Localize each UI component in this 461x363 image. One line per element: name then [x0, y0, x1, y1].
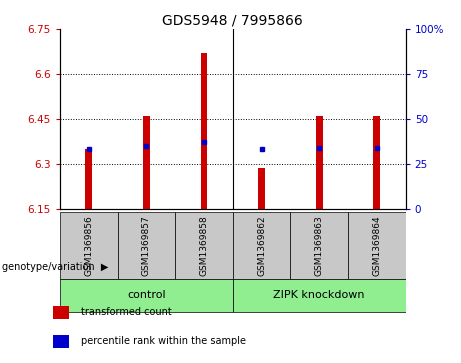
Text: GSM1369862: GSM1369862 [257, 215, 266, 276]
Bar [348, 212, 406, 279]
Bar [233, 212, 290, 279]
Bar [60, 212, 118, 279]
Bar [233, 279, 406, 311]
Bar [118, 212, 175, 279]
Bar [143, 116, 150, 209]
Bar [60, 279, 233, 311]
Text: ZIPK knockdown: ZIPK knockdown [273, 290, 365, 301]
Text: genotype/variation  ▶: genotype/variation ▶ [2, 262, 109, 272]
Text: GSM1369858: GSM1369858 [200, 215, 208, 276]
Text: control: control [127, 290, 165, 301]
Bar [201, 53, 207, 209]
Text: GSM1369864: GSM1369864 [372, 215, 381, 276]
Bar [290, 212, 348, 279]
Text: GSM1369857: GSM1369857 [142, 215, 151, 276]
Text: percentile rank within the sample: percentile rank within the sample [81, 336, 246, 346]
Bar [373, 116, 380, 209]
Bar [258, 168, 265, 209]
Title: GDS5948 / 7995866: GDS5948 / 7995866 [162, 14, 303, 28]
Bar [316, 116, 323, 209]
Bar [85, 149, 92, 209]
Text: GSM1369863: GSM1369863 [315, 215, 324, 276]
Bar [175, 212, 233, 279]
Text: GSM1369856: GSM1369856 [84, 215, 93, 276]
Text: transformed count: transformed count [81, 307, 171, 317]
